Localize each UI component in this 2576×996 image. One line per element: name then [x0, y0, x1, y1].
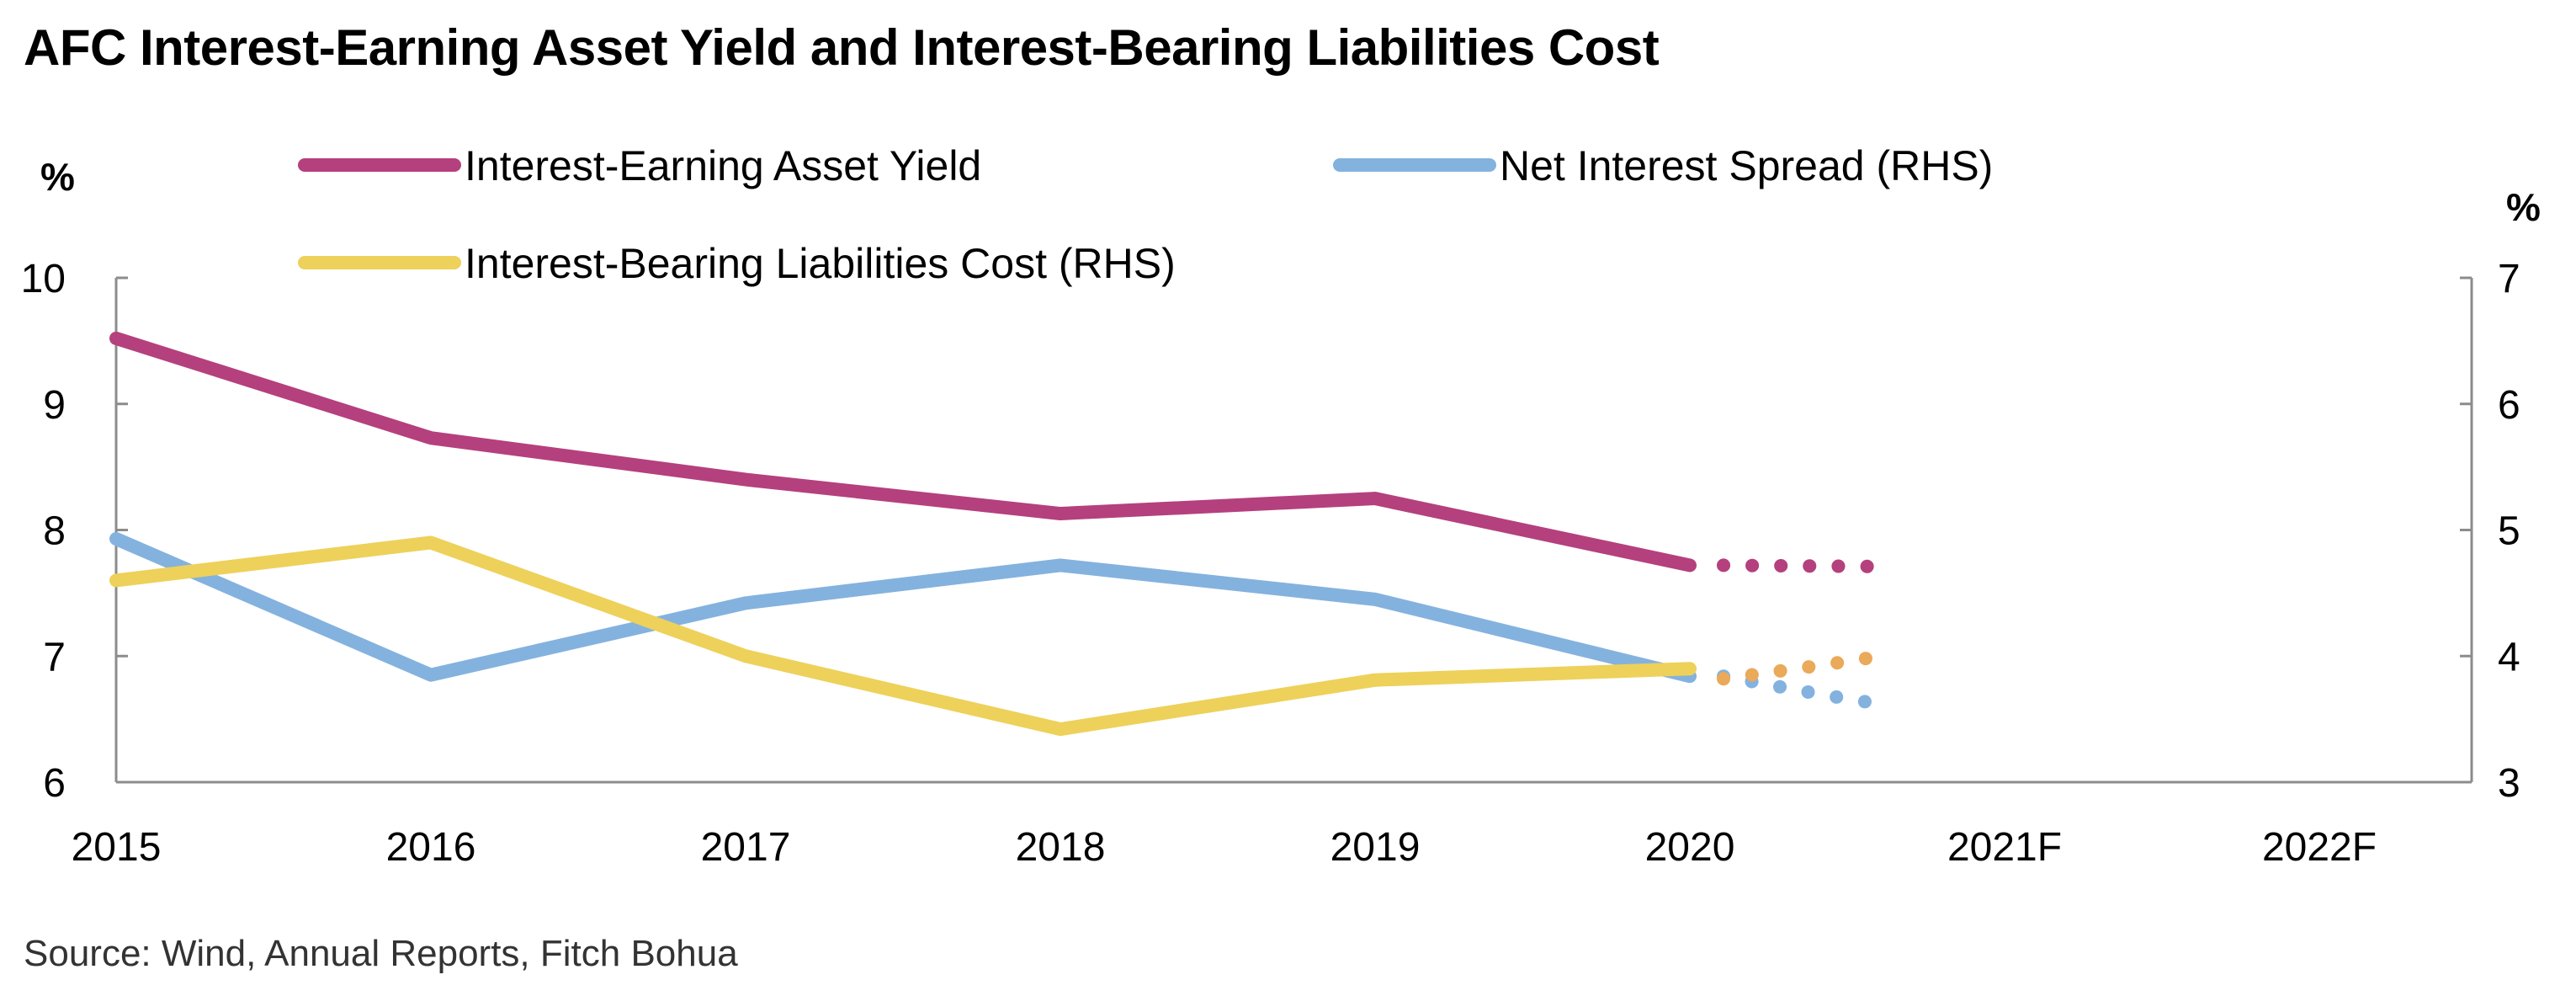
left-tick-label: 6	[43, 761, 66, 806]
right-tick-label: 5	[2498, 509, 2520, 554]
chart-legend: Interest-Earning Asset Yield Net Interest…	[298, 142, 1993, 287]
series-point-0	[1060, 513, 1061, 514]
series-point-0	[1689, 564, 1691, 566]
series-point-0	[745, 479, 746, 481]
x-tick-label: 2022F	[2262, 825, 2377, 870]
series-point-2	[1374, 679, 1376, 681]
legend-label: Interest-Bearing Liabilities Cost (RHS)	[465, 240, 1176, 287]
left-tick-label: 10	[21, 257, 66, 301]
series-point-1	[430, 674, 432, 676]
series-point-2	[1689, 668, 1691, 669]
series-point-1	[115, 538, 117, 540]
left-tick-label: 7	[43, 635, 66, 679]
right-tick-label: 7	[2498, 257, 2520, 301]
right-tick-label: 4	[2498, 635, 2520, 679]
series-forecast-0	[1717, 558, 1888, 573]
source-note: Source: Wind, Annual Reports, Fitch Bohu…	[24, 933, 738, 974]
series-point-1	[1060, 564, 1061, 566]
series-point-1	[1374, 599, 1376, 600]
left-tick-label: 8	[43, 509, 66, 554]
legend-label: Net Interest Spread (RHS)	[1500, 142, 1993, 189]
right-tick-label: 3	[2498, 761, 2520, 806]
right-axis-unit: %	[2506, 185, 2541, 229]
series-line-2	[109, 535, 1697, 737]
series-point-0	[430, 437, 432, 439]
x-tick-label: 2020	[1645, 825, 1735, 870]
series-point-0	[1374, 498, 1376, 499]
series-point-2	[745, 655, 746, 657]
x-tick-label: 2018	[1016, 825, 1106, 870]
series-point-2	[115, 579, 117, 581]
left-tick-label: 9	[43, 383, 66, 428]
x-tick-label: 2021F	[1947, 825, 2062, 870]
series-line-1	[109, 531, 1697, 684]
series-forecast-1	[1717, 669, 1888, 711]
series-point-1	[745, 602, 746, 604]
chart-title: AFC Interest-Earning Asset Yield and Int…	[24, 19, 1660, 76]
chart-axes: 6 7 8 9 10 3 4 5 6 7%% 2015 2016 2017 2018 2019 2020 202…	[21, 155, 2541, 870]
legend-label: Interest-Earning Asset Yield	[465, 142, 981, 189]
series-point-1	[1689, 675, 1691, 677]
chart-series	[109, 331, 1888, 737]
series-point-0	[115, 338, 117, 339]
x-tick-label: 2017	[701, 825, 791, 870]
x-tick-label: 2015	[72, 825, 162, 870]
x-tick-label: 2016	[386, 825, 476, 870]
left-axis-unit: %	[40, 155, 75, 199]
series-point-2	[1060, 728, 1061, 730]
x-tick-label: 2019	[1330, 825, 1421, 870]
right-tick-label: 6	[2498, 383, 2520, 428]
series-point-2	[430, 541, 432, 543]
series-line-0	[109, 331, 1697, 573]
series-forecast-2	[1717, 649, 1888, 686]
